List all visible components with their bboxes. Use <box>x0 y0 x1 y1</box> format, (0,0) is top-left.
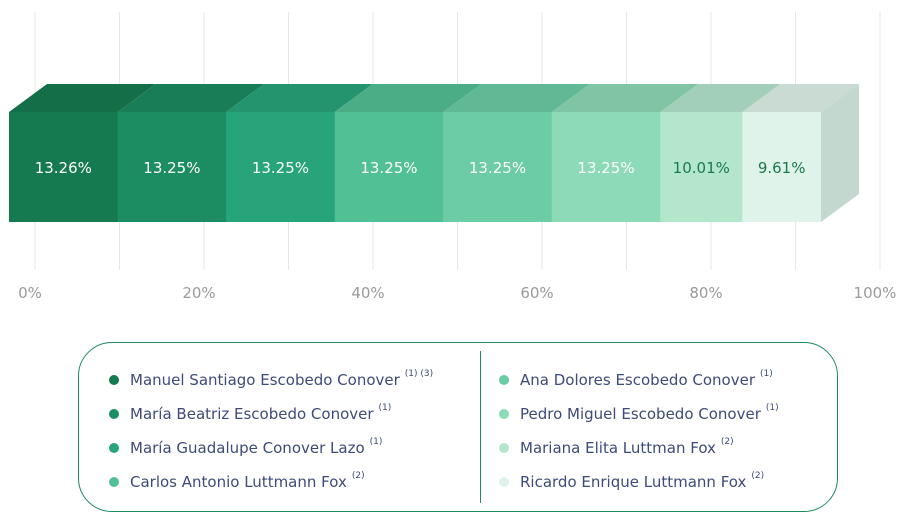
bar-segment-top <box>443 84 590 112</box>
data-labels: 13.26% 13.25% 13.25% 13.25% 13.25% 13.25% 10.0… <box>35 159 806 177</box>
bar-segment <box>117 112 227 222</box>
legend-label: Ricardo Enrique Luttmann Fox <box>520 473 747 491</box>
legend-label: Mariana Elita Luttman Fox <box>520 439 716 457</box>
bar-segment <box>9 112 119 222</box>
legend-footnote: (1) <box>369 437 383 447</box>
bar-segment <box>443 112 553 222</box>
legend-swatch <box>499 409 509 419</box>
legend-item: María Beatriz Escobedo Conover (1) <box>109 397 433 431</box>
legend-column-right: Ana Dolores Escobedo Conover (1) Pedro Mig… <box>499 363 779 499</box>
bar-segment <box>226 112 336 222</box>
legend-label: Manuel Santiago Escobedo Conover <box>130 371 400 389</box>
legend-footnote: (1) <box>765 403 779 413</box>
x-tick-label: 0% <box>18 284 42 302</box>
bar-segment <box>660 112 743 222</box>
legend-item: Manuel Santiago Escobedo Conover (1) (3) <box>109 363 433 397</box>
bar-segment-top <box>117 84 265 112</box>
legend-swatch <box>499 375 509 385</box>
data-label: 10.01% <box>673 159 730 177</box>
legend-item: Ricardo Enrique Luttmann Fox (2) <box>499 465 779 499</box>
x-tick-label: 40% <box>351 284 384 302</box>
legend-swatch <box>109 375 119 385</box>
legend-item: Pedro Miguel Escobedo Conover (1) <box>499 397 779 431</box>
stacked-bar-chart: 13.26% 13.25% 13.25% 13.25% 13.25% 13.25% 10.0… <box>9 12 896 302</box>
legend-item: Carlos Antonio Luttmann Fox (2) <box>109 465 433 499</box>
bar-segment-top <box>9 84 156 112</box>
bar-segment-top <box>226 84 373 112</box>
x-tick-label: 80% <box>689 284 722 302</box>
data-label: 13.25% <box>577 159 634 177</box>
legend-label: María Beatriz Escobedo Conover <box>130 405 374 423</box>
bar-segments <box>9 84 859 222</box>
legend-label: Ana Dolores Escobedo Conover <box>520 371 755 389</box>
legend-footnote: (2) <box>351 471 365 481</box>
bar-segment <box>551 112 661 222</box>
data-label: 13.25% <box>252 159 309 177</box>
data-label: 13.26% <box>35 159 92 177</box>
x-tick-label: 100% <box>854 284 897 302</box>
legend-item: Ana Dolores Escobedo Conover (1) <box>499 363 779 397</box>
legend: Manuel Santiago Escobedo Conover (1) (3) M… <box>78 342 838 512</box>
legend-swatch <box>109 443 119 453</box>
x-tick-label: 60% <box>520 284 553 302</box>
legend-divider <box>480 351 481 503</box>
legend-item: María Guadalupe Conover Lazo (1) <box>109 431 433 465</box>
x-axis-ticks: 0% 20% 40% 60% 80% 100% <box>18 284 896 302</box>
data-label: 13.25% <box>469 159 526 177</box>
legend-label: Carlos Antonio Luttmann Fox <box>130 473 347 491</box>
data-label: 13.25% <box>360 159 417 177</box>
data-label: 13.25% <box>143 159 200 177</box>
bar-segment-top <box>334 84 482 112</box>
data-label: 9.61% <box>758 159 806 177</box>
legend-label: Pedro Miguel Escobedo Conover <box>520 405 761 423</box>
legend-column-left: Manuel Santiago Escobedo Conover (1) (3) M… <box>109 363 433 499</box>
bar-segment-top <box>660 84 781 112</box>
legend-label: María Guadalupe Conover Lazo <box>130 439 365 457</box>
legend-footnote: (1) <box>378 403 392 413</box>
bar-side-face <box>821 84 859 222</box>
bar-segment-top <box>551 84 699 112</box>
legend-swatch <box>499 443 509 453</box>
legend-swatch <box>109 477 119 487</box>
bar-segment <box>742 112 822 222</box>
legend-footnote: (1) (3) <box>404 369 434 379</box>
bar-segment-top <box>742 84 859 112</box>
legend-footnote: (1) <box>760 369 773 379</box>
legend-swatch <box>109 409 119 419</box>
legend-swatch <box>499 477 509 487</box>
legend-item: Mariana Elita Luttman Fox (2) <box>499 431 779 465</box>
x-tick-label: 20% <box>182 284 215 302</box>
legend-footnote: (2) <box>720 437 734 447</box>
bar-segment <box>334 112 444 222</box>
legend-footnote: (2) <box>751 471 765 481</box>
